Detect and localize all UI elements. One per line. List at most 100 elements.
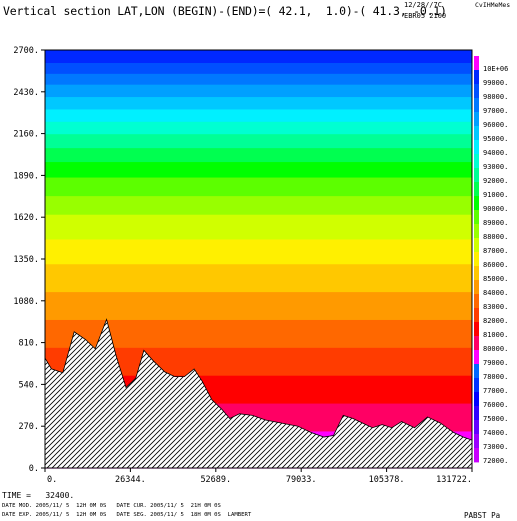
legend-label: 82000. (483, 317, 508, 325)
legend-swatch (474, 448, 479, 463)
legend-label: 84000. (483, 289, 508, 297)
color-legend: 10E+06 99000. 98000. 97000. 96000. 95000. 9400… (474, 56, 508, 465)
legend-label: 99000. (483, 79, 508, 87)
legend-swatch (474, 350, 479, 365)
legend-label: 94000. (483, 149, 508, 157)
legend-label: 92000. (483, 177, 508, 185)
legend-label: 80000. (483, 345, 508, 353)
legend-swatch-top (474, 56, 479, 70)
field-band (45, 50, 472, 63)
legend-label: 88000. (483, 233, 508, 241)
legend-swatch (474, 210, 479, 225)
legend-label: 85000. (483, 275, 508, 283)
y-tick-label: 2700. (13, 46, 39, 56)
y-tick-label: 540. (19, 380, 39, 390)
legend-swatch (474, 224, 479, 239)
y-axis: 0. 270. 540. 810. 1080. 1350. 1620. 1890. 2160. 2… (13, 46, 45, 474)
legend-label: 79000. (483, 359, 508, 367)
legend-label: 76000. (483, 401, 508, 409)
x-tick-label: 131722. (436, 475, 472, 485)
legend-label: 93000. (483, 163, 508, 171)
field-band (45, 96, 472, 110)
field-band (45, 108, 472, 122)
legend-label: 83000. (483, 303, 508, 311)
footer-time: TIME = 32400. (2, 491, 75, 500)
legend-swatch (474, 126, 479, 141)
field-band (45, 84, 472, 98)
field-band (45, 291, 472, 320)
legend-swatch (474, 266, 479, 281)
legend-swatch (474, 238, 479, 253)
footer-variable: PABST Pa (464, 511, 501, 520)
legend-swatch (474, 392, 479, 407)
header-corner: CvIHMeMes (475, 1, 511, 9)
field-band (45, 263, 472, 293)
y-tick-label: 810. (19, 339, 39, 349)
legend-label: 74000. (483, 429, 508, 437)
legend-label: 73000. (483, 443, 508, 451)
field-band (45, 121, 472, 135)
legend-swatch (474, 84, 479, 99)
footer-date-line-2: DATE EXP. 2005/11/ 5 12H 0M 0S DATE SEG.… (2, 512, 252, 518)
legend-swatch (474, 168, 479, 183)
legend-swatch (474, 434, 479, 449)
field-band (45, 147, 472, 163)
legend-label: 95000. (483, 135, 508, 143)
legend-swatch (474, 154, 479, 169)
y-tick-label: 1620. (13, 213, 39, 223)
x-tick-label: 105378. (369, 475, 405, 485)
field-band (45, 161, 472, 178)
legend-top-label: 10E+06 (483, 65, 508, 73)
y-tick-label: 1080. (13, 297, 39, 307)
legend-swatch (474, 70, 479, 85)
header-model: EBR05 2100 (404, 12, 447, 20)
legend-swatch (474, 140, 479, 155)
legend-label: 91000. (483, 191, 508, 199)
y-tick-label: 270. (19, 422, 39, 432)
legend-label: 81000. (483, 331, 508, 339)
y-tick-label: 0. (29, 464, 39, 474)
terrain-group (44, 318, 473, 469)
legend-label: 75000. (483, 415, 508, 423)
x-tick-label: 52689. (200, 475, 231, 485)
y-tick-label: 2160. (13, 130, 39, 140)
chart-title: Vertical section LAT,LON (BEGIN)-(END)=(… (3, 4, 447, 18)
field-band (45, 195, 472, 215)
legend-swatch (474, 322, 479, 337)
legend-swatch (474, 378, 479, 393)
field-band (45, 319, 472, 348)
y-tick-label: 1350. (13, 255, 39, 265)
legend-label: 72000. (483, 457, 508, 465)
field-band (45, 73, 472, 85)
y-tick-label: 1890. (13, 171, 39, 181)
legend-swatch (474, 294, 479, 309)
x-tick-label: 26344. (115, 475, 146, 485)
legend-label: 98000. (483, 93, 508, 101)
field-band (45, 238, 472, 265)
footer-date-line-1: DATE MOD. 2005/11/ 5 12H 0M 0S DATE CUR.… (2, 503, 221, 509)
legend-swatch (474, 420, 479, 435)
pressure-field (45, 50, 472, 469)
field-band (45, 176, 472, 197)
legend-label: 90000. (483, 205, 508, 213)
legend-label: 87000. (483, 247, 508, 255)
terrain-profile (44, 318, 473, 469)
legend-swatch (474, 406, 479, 421)
legend-swatch (474, 196, 479, 211)
legend-label: 97000. (483, 107, 508, 115)
legend-swatch (474, 280, 479, 295)
legend-label: 96000. (483, 121, 508, 129)
legend-label: 86000. (483, 261, 508, 269)
legend-swatch (474, 336, 479, 351)
field-band (45, 62, 472, 74)
field-band (45, 214, 472, 240)
legend-swatch (474, 364, 479, 379)
legend-swatch (474, 182, 479, 197)
y-tick-label: 2430. (13, 88, 39, 98)
field-band (45, 133, 472, 149)
legend-swatch (474, 252, 479, 267)
x-tick-label: 79033. (286, 475, 317, 485)
x-tick-label: 0. (47, 475, 57, 485)
x-axis: 0. 26344. 52689. 79033. 105378. 131722. (44, 468, 473, 485)
